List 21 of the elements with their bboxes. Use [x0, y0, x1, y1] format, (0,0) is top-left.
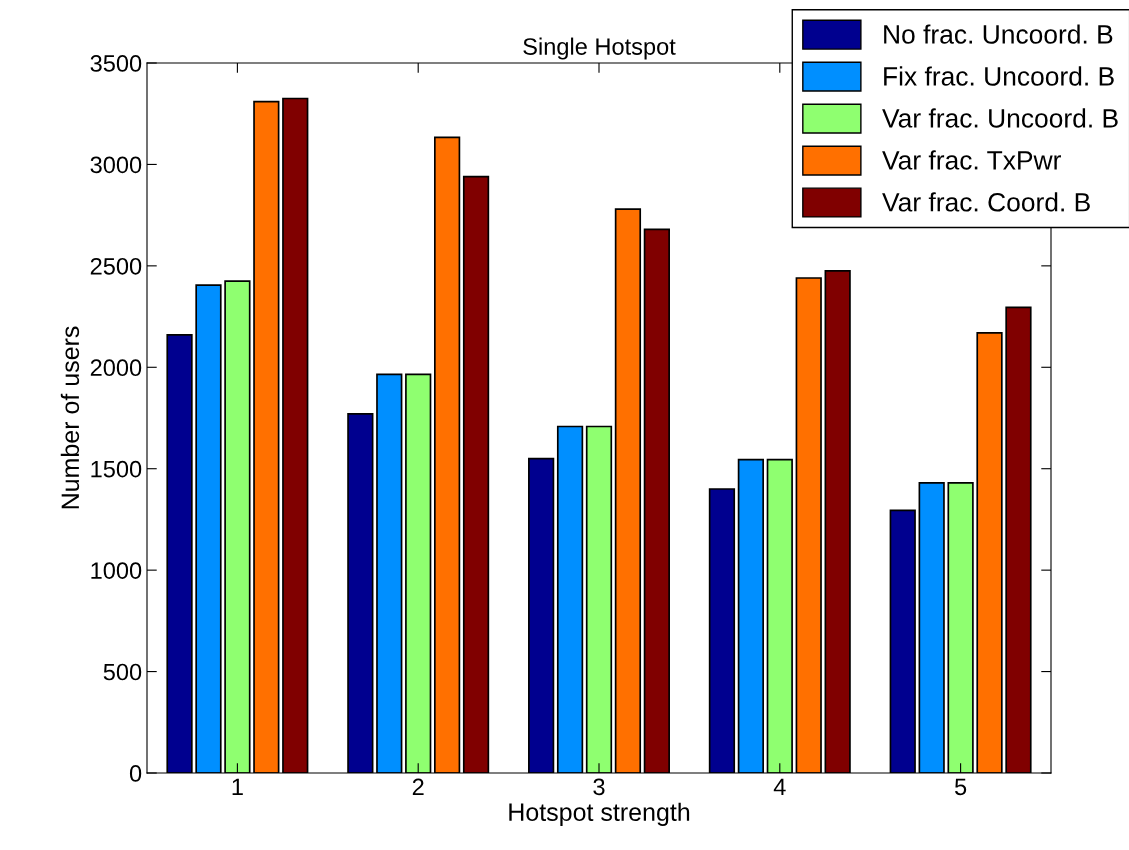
y-tick-label: 500	[103, 663, 142, 681]
x-tick-label: 2	[412, 778, 424, 795]
y-tick-label: 1500	[91, 460, 142, 478]
x-tick-label: 5	[954, 778, 967, 796]
legend-label: Var frac. Coord. B	[882, 192, 1090, 212]
y-axis-title: Number of users	[60, 326, 80, 509]
y-tick-label: 2500	[90, 257, 142, 275]
x-axis-title: Hotspot strength	[509, 802, 690, 826]
legend-label: Var frac. Uncoord. B	[882, 108, 1118, 128]
legend-label: No frac. Uncoord. B	[884, 24, 1113, 44]
legend-label: Var frac. TxPwr	[882, 150, 1061, 170]
legend-label: Fix frac. Uncoord. B	[884, 66, 1114, 86]
y-tick-label: 1000	[91, 562, 142, 579]
x-tick-label: 3	[593, 778, 605, 796]
y-tick-label: 0	[129, 765, 142, 782]
y-tick-label: 3000	[90, 156, 142, 174]
y-tick-label: 3500	[90, 55, 142, 72]
x-tick-label: 4	[773, 778, 786, 795]
y-tick-label: 2000	[90, 359, 142, 377]
x-tick-label: 1	[232, 778, 243, 795]
chart-title: Single Hotspot	[523, 37, 676, 60]
